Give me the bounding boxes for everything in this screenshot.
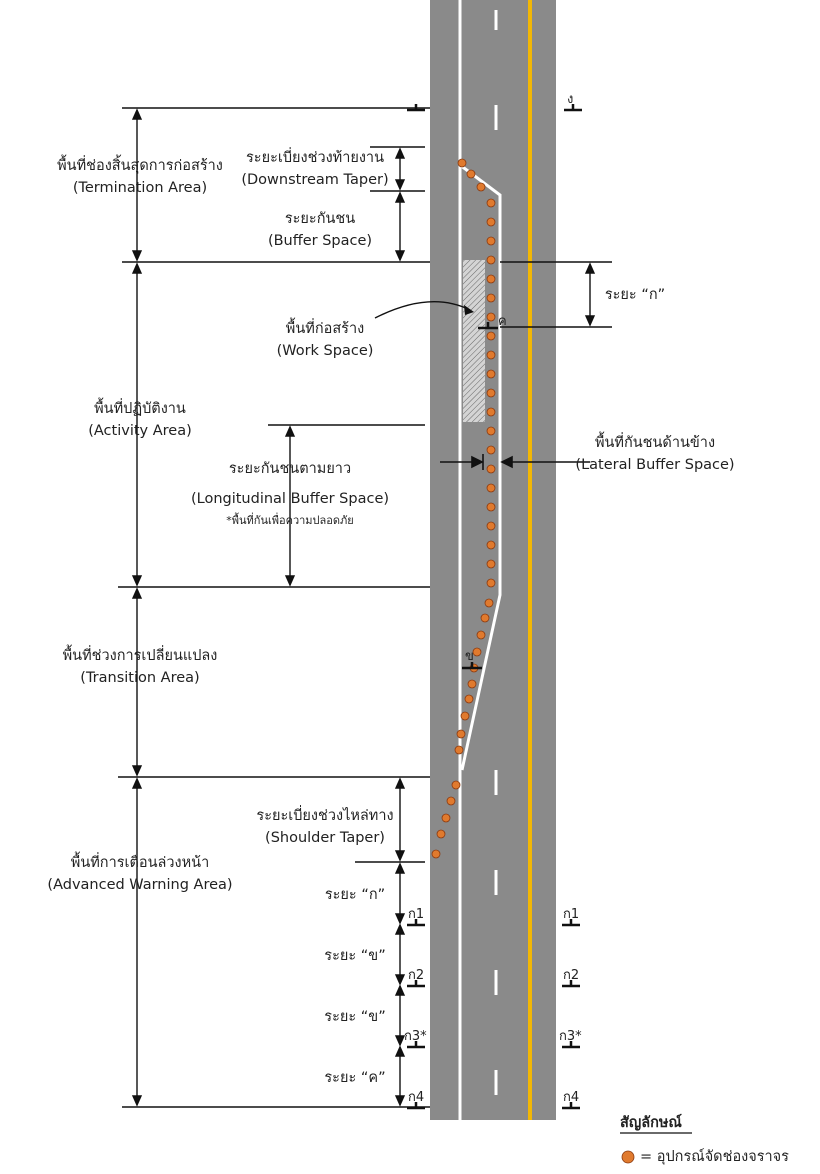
distance-kho-2: ระยะ “ข” [324, 1009, 386, 1025]
termination-area-label: พื้นที่ช่องสิ้นสุดการก่อสร้าง (Terminatio… [57, 158, 223, 196]
activity-area-label: พื้นที่ปฏิบัติงาน (Activity Area) [88, 401, 192, 439]
sign-right-1: ก1 [563, 907, 580, 922]
work-space-hatch [463, 260, 485, 422]
transition-area-label: พื้นที่ช่วงการเปลี่ยนแปลง (Transition Are… [62, 648, 218, 686]
work-space-callout [374, 301, 471, 319]
sign-kho-work: ค [498, 314, 507, 329]
buffer-space-label: ระยะกันชน (Buffer Space) [267, 211, 373, 249]
road-surface [430, 0, 556, 1120]
channelizing-devices [431, 158, 496, 859]
work-space-label: พื้นที่ก่อสร้าง (Work Space) [276, 321, 374, 359]
distance-ka: ระยะ “ก” [324, 887, 386, 903]
longitudinal-buffer-label: ระยะกันชนตามยาว (Longitudinal Buffer Spa… [190, 461, 390, 527]
dimension-arrows [131, 108, 596, 1107]
sign-ngo: ง [567, 92, 574, 107]
lateral-buffer-arrows [440, 454, 590, 470]
legend-item: = อุปกรณ์จัดช่องจราจร [640, 1149, 789, 1165]
sign-markers [407, 104, 582, 1110]
sign-left-2: ก2 [408, 968, 425, 983]
legend-title: สัญลักษณ์ [620, 1115, 682, 1131]
sign-left-1: ก1 [408, 907, 425, 922]
distance-kho-1: ระยะ “ข” [324, 948, 386, 964]
shoulder-taper-label: ระยะเบี่ยงช่วงไหล่ทาง (Shoulder Taper) [256, 808, 394, 846]
taper-edge-line [459, 163, 502, 771]
lateral-buffer-label: พื้นที่กันชนด้านข้าง (Lateral Buffer Spac… [575, 435, 735, 473]
distance-kho-k: ระยะ “ค” [324, 1070, 386, 1086]
downstream-taper-label: ระยะเบี่ยงช่วงท้ายงาน (Downstream Taper) [241, 150, 389, 188]
sign-right-3: ก3* [559, 1029, 582, 1044]
sign-left-4: ก4 [408, 1090, 425, 1105]
sign-right-4: ก4 [563, 1090, 580, 1105]
distance-ka-right: ระยะ “ก” [604, 287, 666, 303]
advanced-warning-area-label: พื้นที่การเตือนล่วงหน้า (Advanced Warning… [47, 855, 233, 893]
sign-right-2: ก2 [563, 968, 580, 983]
legend-device-icon [621, 1150, 635, 1164]
sign-left-3: ก3* [404, 1029, 427, 1044]
sign-kho-mid: ข [465, 649, 474, 664]
zone-boundaries [118, 107, 612, 1108]
